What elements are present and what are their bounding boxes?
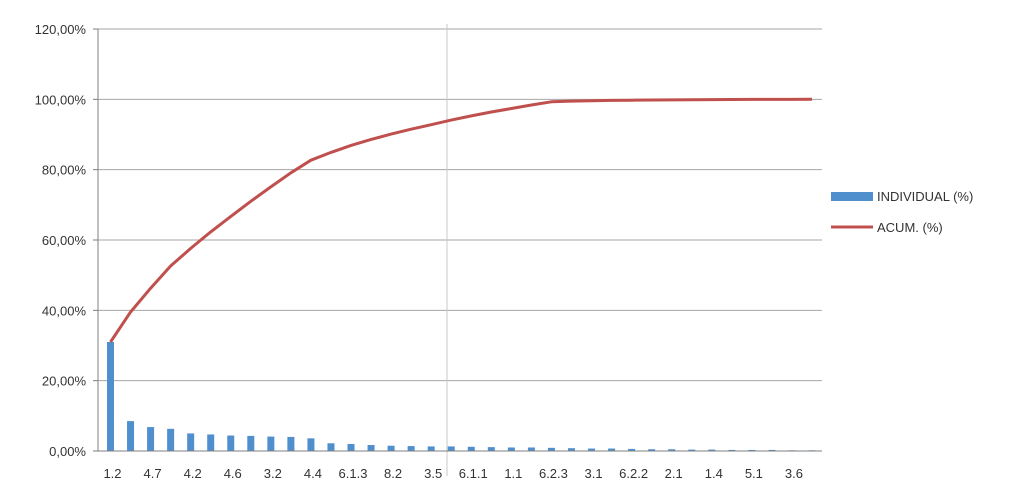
- legend-label-individual: INDIVIDUAL (%): [877, 189, 973, 204]
- bar-individual: [307, 438, 315, 451]
- bar-individual: [668, 449, 676, 451]
- y-tick-label: 0,00%: [49, 444, 86, 459]
- bar-individual: [147, 427, 155, 451]
- x-tick-label: 6.1.1: [459, 466, 488, 481]
- line-acum: [109, 97, 813, 343]
- bar-individual: [207, 434, 215, 451]
- bar-individual: [247, 435, 255, 451]
- legend: INDIVIDUAL (%) ACUM. (%): [831, 189, 973, 235]
- bar-individual: [588, 448, 596, 451]
- bar-individual: [688, 449, 696, 451]
- bar-individual: [187, 433, 195, 451]
- bar-individual: [487, 447, 495, 451]
- bar-individual: [387, 445, 395, 451]
- bar-individual: [227, 435, 235, 451]
- bar-individual: [728, 449, 736, 451]
- x-tick-label: 5.1: [745, 466, 763, 481]
- bar-individual: [748, 449, 756, 451]
- y-tick-label: 120,00%: [35, 22, 87, 37]
- bar-individual: [567, 448, 575, 451]
- y-tick-label: 100,00%: [35, 92, 87, 107]
- y-tick-label: 20,00%: [42, 374, 87, 389]
- bar-individual: [547, 447, 555, 451]
- bar-individual: [608, 448, 616, 451]
- x-tick-label: 4.2: [184, 466, 202, 481]
- y-tick-label: 80,00%: [42, 163, 87, 178]
- bar-individual: [107, 341, 114, 451]
- bar-individual: [287, 436, 295, 451]
- x-tick-label: 3.6: [785, 466, 803, 481]
- y-tick-label: 60,00%: [42, 233, 87, 248]
- x-tick-label: 6.1.3: [339, 466, 368, 481]
- x-tick-label: 3.1: [584, 466, 602, 481]
- bar-individual: [648, 449, 656, 451]
- bar-individual: [367, 445, 375, 451]
- y-tick-label: 40,00%: [42, 303, 87, 318]
- bar-individual: [127, 421, 135, 451]
- bar-individual: [708, 449, 716, 451]
- bar-individual: [427, 446, 435, 451]
- gridlines: [93, 24, 822, 476]
- x-tick-label: 8.2: [384, 466, 402, 481]
- bar-individual: [407, 446, 415, 451]
- individual-bars: [107, 341, 816, 451]
- x-tick-label: 6.2.2: [619, 466, 648, 481]
- legend-swatch-individual: [831, 192, 873, 201]
- x-tick-label: 4.4: [304, 466, 322, 481]
- bar-individual: [267, 436, 275, 451]
- x-tick-label: 1.4: [705, 466, 723, 481]
- x-axis-tick-labels: 1.2 4.7 4.2 4.6 3.2 4.4 6.1.3 8.2 3.5 6.1.1 1.1 6.2…: [103, 466, 803, 481]
- x-tick-label: 3.5: [424, 466, 442, 481]
- bar-individual: [347, 443, 355, 451]
- x-tick-label: 2.1: [665, 466, 683, 481]
- bar-individual: [527, 447, 535, 451]
- bar-individual: [507, 447, 515, 451]
- x-tick-label: 3.2: [264, 466, 282, 481]
- x-tick-label: 4.7: [144, 466, 162, 481]
- axes: [97, 29, 822, 452]
- bar-individual: [467, 446, 475, 451]
- bar-individual: [447, 446, 455, 451]
- bar-individual: [628, 448, 636, 451]
- bar-individual: [768, 449, 776, 451]
- legend-label-acum: ACUM. (%): [877, 220, 943, 235]
- bar-individual: [327, 443, 335, 451]
- x-tick-label: 6.2.3: [539, 466, 568, 481]
- y-axis-tick-labels: 0,00% 20,00% 40,00% 60,00% 80,00% 100,00% 120,…: [35, 22, 87, 459]
- cumulative-line: [109, 97, 813, 343]
- x-tick-label: 4.6: [224, 466, 242, 481]
- x-tick-label: 1.2: [103, 466, 121, 481]
- bar-individual: [167, 428, 175, 451]
- x-tick-label: 1.1: [504, 466, 522, 481]
